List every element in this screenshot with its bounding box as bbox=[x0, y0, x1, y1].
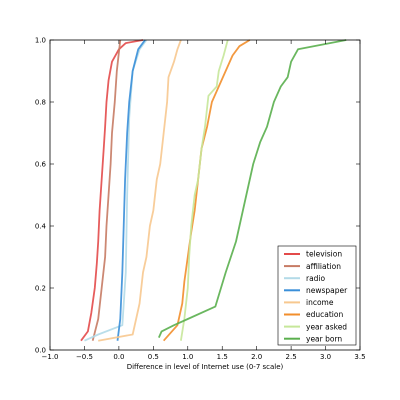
x-tick-label: 3.5 bbox=[354, 353, 365, 361]
legend-label: radio bbox=[306, 274, 326, 283]
legend-entry-education: education bbox=[284, 310, 343, 319]
x-tick-label: −0.5 bbox=[76, 353, 93, 361]
x-tick-label: 1.5 bbox=[217, 353, 228, 361]
plot-frame bbox=[49, 39, 361, 351]
x-tick-label: 0.0 bbox=[113, 353, 124, 361]
legend-label: education bbox=[306, 310, 343, 319]
legend-label: year born bbox=[306, 334, 342, 343]
legend-label: newspaper bbox=[306, 286, 348, 295]
x-tick-label: 2.0 bbox=[251, 353, 262, 361]
x-tick-label: 2.5 bbox=[286, 353, 297, 361]
legend-entry-income: income bbox=[284, 298, 334, 307]
legend-entry-television: television bbox=[284, 250, 342, 259]
legend-items: television affiliation radio newspaper incom… bbox=[284, 250, 348, 343]
legend-label: affiliation bbox=[306, 262, 341, 271]
series-line-affiliation bbox=[91, 39, 122, 341]
series-line-year-born bbox=[158, 39, 347, 338]
x-tick-label: 0.5 bbox=[148, 353, 159, 361]
series-line-year-asked bbox=[180, 39, 229, 341]
x-axis-title: Difference in level of Internet use (0-7… bbox=[127, 363, 284, 371]
legend: television affiliation radio newspaper incom… bbox=[277, 245, 357, 346]
legend-label: income bbox=[306, 298, 334, 307]
series-lines bbox=[80, 39, 347, 342]
y-tick-label: 0.6 bbox=[35, 161, 47, 169]
legend-entry-affiliation: affiliation bbox=[284, 262, 341, 271]
series-line-newspaper bbox=[116, 39, 146, 341]
y-tick-label: 0.8 bbox=[35, 99, 46, 107]
legend-entry-newspaper: newspaper bbox=[284, 286, 348, 295]
x-tick-label: −1.0 bbox=[42, 353, 59, 361]
legend-label: year asked bbox=[306, 322, 347, 331]
x-tick-label: 1.0 bbox=[182, 353, 193, 361]
x-tick-label: 3.0 bbox=[320, 353, 331, 361]
series-line-television bbox=[80, 39, 144, 342]
y-tick-label: 1.0 bbox=[35, 37, 46, 45]
y-tick-label: 0.2 bbox=[35, 285, 46, 293]
y-tick-label: 0.4 bbox=[35, 223, 47, 231]
axis-ticks: −1.0 −0.5 0.0 0.5 1.0 1.5 2.0 2.5 3.0 3.5 0.0 0.2 0.… bbox=[35, 37, 366, 362]
series-line-income bbox=[98, 39, 182, 342]
legend-box bbox=[277, 245, 357, 346]
legend-label: television bbox=[306, 250, 342, 259]
legend-entry-year-born: year born bbox=[284, 334, 342, 343]
legend-entry-radio: radio bbox=[284, 274, 326, 283]
y-tick-label: 0.0 bbox=[35, 347, 46, 355]
legend-entry-year-asked: year asked bbox=[284, 322, 347, 331]
